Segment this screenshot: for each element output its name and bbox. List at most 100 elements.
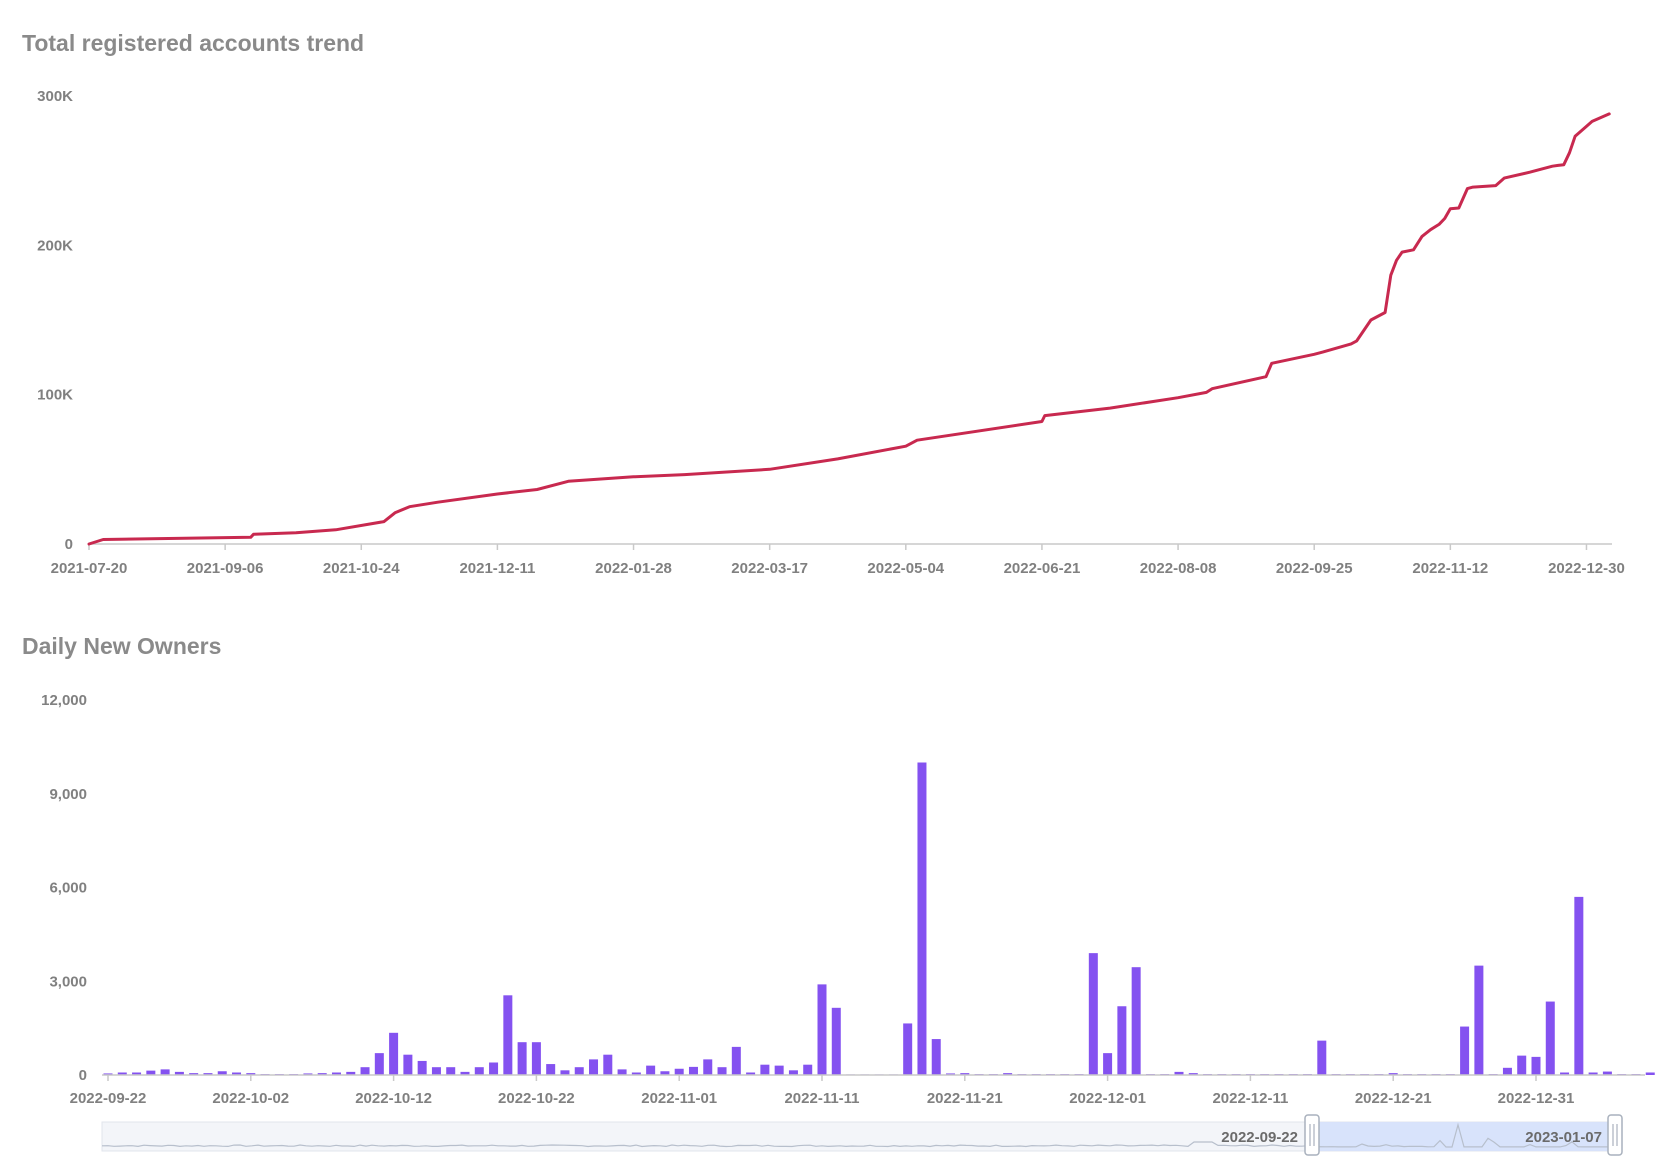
x-tick-label-2022-12-21: 2022-12-21	[1355, 1090, 1432, 1107]
y-tick-label-300k: 300K	[37, 88, 73, 105]
bar-2023-01-01[interactable]	[1545, 1001, 1555, 1075]
x-tick-label-2022-01-28: 2022-01-28	[595, 560, 672, 577]
series-line-total-accounts	[87, 112, 1611, 546]
bar-2022-12-26[interactable]	[1460, 1026, 1470, 1075]
x-tick-label-2022-10-02: 2022-10-02	[212, 1090, 289, 1107]
bar-2022-10-19[interactable]	[489, 1062, 499, 1076]
bar-2022-10-29[interactable]	[631, 1072, 641, 1076]
bar-2022-11-19[interactable]	[931, 1039, 941, 1075]
x-tick-label-2022-11-12: 2022-11-12	[1412, 560, 1488, 577]
x-tick-label-2022-11-01: 2022-11-01	[641, 1090, 717, 1107]
bar-2022-11-24[interactable]	[1003, 1073, 1013, 1076]
bar-2022-10-17[interactable]	[460, 1071, 470, 1076]
bar-2023-01-02[interactable]	[1560, 1072, 1570, 1076]
bar-2022-10-06[interactable]	[303, 1073, 313, 1075]
bar-2022-10-30[interactable]	[646, 1065, 656, 1076]
bar-2022-11-30[interactable]	[1088, 953, 1098, 1076]
bar-2022-10-02[interactable]	[246, 1073, 256, 1076]
bar-2022-10-01[interactable]	[232, 1072, 242, 1076]
bar-2022-12-03[interactable]	[1131, 967, 1141, 1075]
bar-2022-10-24[interactable]	[560, 1070, 570, 1075]
bar-2022-10-08[interactable]	[331, 1072, 341, 1076]
bar-2022-10-12[interactable]	[389, 1032, 399, 1075]
bar-2022-12-01[interactable]	[1103, 1053, 1113, 1076]
bar-2022-10-28[interactable]	[617, 1069, 627, 1076]
bar-2022-10-26[interactable]	[589, 1059, 599, 1076]
bar-2022-10-14[interactable]	[417, 1060, 427, 1075]
bar-2022-09-28[interactable]	[189, 1073, 199, 1076]
bar-2022-11-06[interactable]	[746, 1072, 756, 1076]
bar-2022-11-05[interactable]	[731, 1046, 741, 1076]
x-tick-label-2022-06-21: 2022-06-21	[1004, 560, 1081, 577]
bar-2022-10-21[interactable]	[517, 1042, 527, 1075]
bar-2022-10-15[interactable]	[431, 1067, 441, 1075]
y-tick-label-100k: 100K	[37, 387, 73, 404]
bar-2022-10-16[interactable]	[446, 1067, 456, 1075]
x-tick-label-2022-03-17: 2022-03-17	[731, 560, 808, 577]
bar-2022-12-30[interactable]	[1517, 1055, 1527, 1076]
x-tick-label-2022-10-22: 2022-10-22	[498, 1090, 575, 1107]
bar-2022-11-09[interactable]	[788, 1070, 798, 1075]
bar-2023-01-08[interactable]	[1645, 1072, 1655, 1076]
y-tick-label-0: 0	[65, 536, 73, 553]
x-tick-label-2022-12-11: 2022-12-11	[1212, 1090, 1288, 1107]
bar-2022-11-12[interactable]	[831, 1007, 841, 1075]
bar-2022-12-06[interactable]	[1174, 1071, 1184, 1076]
bar-2022-09-22[interactable]	[103, 1073, 113, 1075]
bar-2022-12-21[interactable]	[1388, 1073, 1398, 1076]
x-tick-label-2022-12-01: 2022-12-01	[1069, 1090, 1146, 1107]
y-tick-label-12-000: 12,000	[41, 692, 87, 709]
bar-2022-11-17[interactable]	[903, 1023, 913, 1075]
bar-2022-12-31[interactable]	[1531, 1056, 1541, 1076]
bar-2022-11-04[interactable]	[717, 1067, 727, 1075]
bar-2023-01-04[interactable]	[1588, 1072, 1598, 1076]
bar-2022-10-18[interactable]	[474, 1067, 484, 1075]
chart-title-total-accounts: Total registered accounts trend	[22, 30, 365, 56]
bar-2023-01-03[interactable]	[1574, 896, 1584, 1076]
bar-2022-10-20[interactable]	[503, 995, 513, 1075]
bar-2022-11-03[interactable]	[703, 1059, 713, 1076]
bar-2022-10-23[interactable]	[546, 1064, 556, 1075]
slider-handle-left[interactable]	[1304, 1114, 1320, 1156]
bar-2022-09-26[interactable]	[160, 1069, 170, 1076]
bar-2022-09-23[interactable]	[117, 1072, 127, 1076]
bar-2022-09-27[interactable]	[174, 1071, 184, 1076]
bar-2022-10-13[interactable]	[403, 1054, 413, 1075]
bar-2022-10-09[interactable]	[346, 1071, 356, 1076]
y-tick-label-200k: 200K	[37, 237, 73, 254]
x-tick-label-2022-08-08: 2022-08-08	[1140, 560, 1217, 577]
bar-2022-10-22[interactable]	[531, 1042, 541, 1075]
bar-2022-10-31[interactable]	[660, 1071, 670, 1075]
x-tick-label-2022-12-30: 2022-12-30	[1548, 560, 1625, 577]
bar-2022-10-10[interactable]	[360, 1067, 370, 1075]
bar-2022-09-29[interactable]	[203, 1073, 213, 1076]
bar-2022-11-20[interactable]	[946, 1073, 956, 1075]
bar-2022-11-02[interactable]	[688, 1066, 698, 1076]
bar-2022-09-25[interactable]	[146, 1070, 156, 1076]
bar-2022-12-07[interactable]	[1188, 1073, 1198, 1076]
bar-2022-09-30[interactable]	[217, 1071, 227, 1075]
bar-2022-10-27[interactable]	[603, 1054, 613, 1075]
bar-2022-11-01[interactable]	[674, 1068, 684, 1075]
bar-2022-09-24[interactable]	[132, 1072, 142, 1076]
bar-2022-11-08[interactable]	[774, 1065, 784, 1076]
bar-2022-11-11[interactable]	[817, 984, 827, 1076]
bar-2022-12-16[interactable]	[1317, 1040, 1327, 1076]
bar-2022-11-07[interactable]	[760, 1064, 770, 1075]
bar-2022-10-25[interactable]	[574, 1067, 584, 1075]
bar-2023-01-05[interactable]	[1602, 1071, 1612, 1075]
x-tick-label-2022-09-22: 2022-09-22	[70, 1090, 147, 1107]
bar-2022-12-29[interactable]	[1502, 1067, 1512, 1075]
bar-2022-11-18[interactable]	[917, 762, 927, 1076]
bar-2022-11-21[interactable]	[960, 1073, 970, 1076]
bar-2022-10-07[interactable]	[317, 1073, 327, 1076]
date-range-slider[interactable]: 2022-09-22 2023-01-07	[101, 1114, 1623, 1156]
bar-2022-12-27[interactable]	[1474, 965, 1484, 1076]
bar-2022-11-10[interactable]	[803, 1064, 813, 1075]
x-tick-label-2022-05-04: 2022-05-04	[867, 560, 944, 577]
bar-2022-10-11[interactable]	[374, 1053, 384, 1076]
bar-2022-12-02[interactable]	[1117, 1006, 1127, 1075]
y-tick-label-6-000: 6,000	[49, 880, 87, 897]
slider-handle-right[interactable]	[1607, 1114, 1623, 1156]
x-tick-label-2021-07-20: 2021-07-20	[51, 560, 128, 577]
